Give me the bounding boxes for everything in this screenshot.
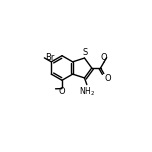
Text: O: O [100,53,107,62]
Text: S: S [82,48,87,57]
Text: Br: Br [45,53,54,62]
Text: NH$_2$: NH$_2$ [79,85,95,98]
Text: O: O [104,74,111,83]
Text: O: O [59,87,65,96]
